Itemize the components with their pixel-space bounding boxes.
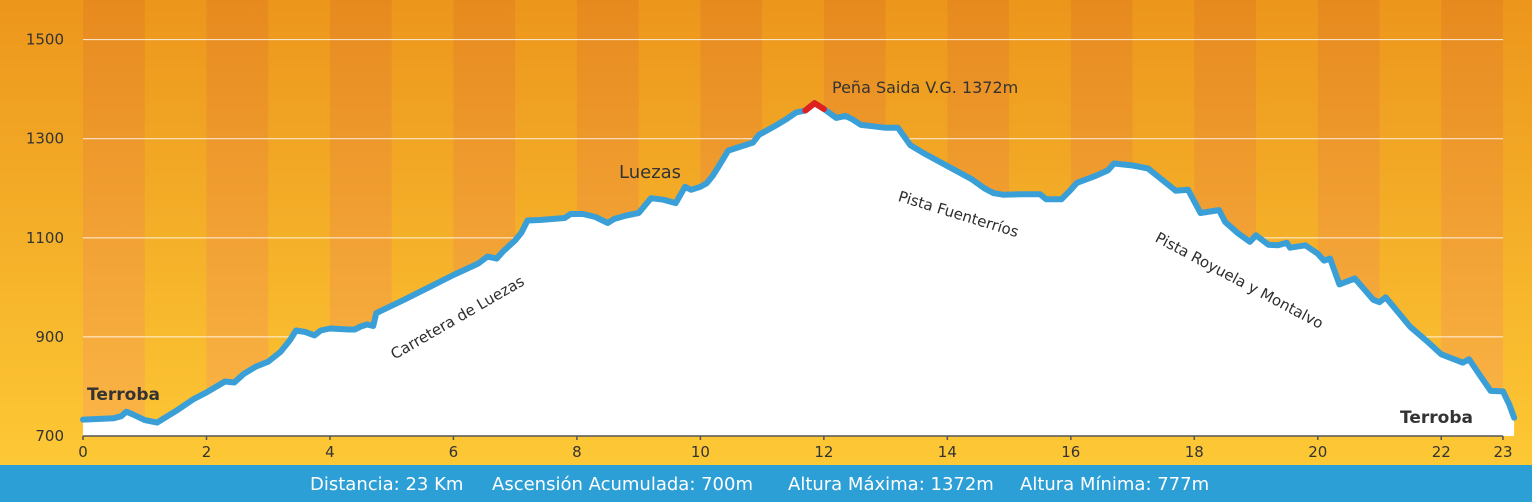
footer-bar xyxy=(0,465,1532,502)
x-tick-label: 20 xyxy=(1308,443,1327,461)
elevation-area xyxy=(83,103,1515,436)
town-label-luezas: Luezas xyxy=(619,162,681,183)
x-tick-label: 2 xyxy=(202,443,212,461)
elevation-line xyxy=(80,100,1518,426)
peak-marker xyxy=(802,100,827,114)
x-tick-label: 16 xyxy=(1061,443,1080,461)
peak-label: Peña Saida V.G. 1372m xyxy=(832,78,1018,97)
background-band xyxy=(83,0,145,436)
x-tick-label: 10 xyxy=(691,443,710,461)
x-tick-label: 6 xyxy=(449,443,459,461)
x-tick-label: 4 xyxy=(325,443,335,461)
y-tick-label: 1500 xyxy=(26,31,64,49)
x-tick-label: 18 xyxy=(1185,443,1204,461)
x-tick-label: 22 xyxy=(1432,443,1451,461)
x-tick-label: 23 xyxy=(1493,443,1512,461)
x-tick-label: 8 xyxy=(572,443,582,461)
y-tick-label: 700 xyxy=(35,427,64,445)
y-tick-label: 1300 xyxy=(26,130,64,148)
y-tick-label: 900 xyxy=(35,328,64,346)
end-label: Terroba xyxy=(1400,408,1473,428)
footer-min-altitude: Altura Mínima: 777m xyxy=(1020,474,1209,495)
y-axis-ticks: 700 900 1100 1300 1500 xyxy=(26,31,64,445)
x-tick-label: 14 xyxy=(938,443,957,461)
start-label: Terroba xyxy=(87,385,160,405)
footer-ascent: Ascensión Acumulada: 700m xyxy=(492,474,753,495)
x-tick-label: 12 xyxy=(814,443,833,461)
footer-distance: Distancia: 23 Km xyxy=(310,474,463,495)
x-axis-ticks: 0 2 4 6 8 10 12 14 16 18 20 22 23 xyxy=(78,436,1513,461)
x-tick-label: 0 xyxy=(78,443,88,461)
footer-max-altitude: Altura Máxima: 1372m xyxy=(788,474,994,495)
y-tick-label: 1100 xyxy=(26,229,64,247)
